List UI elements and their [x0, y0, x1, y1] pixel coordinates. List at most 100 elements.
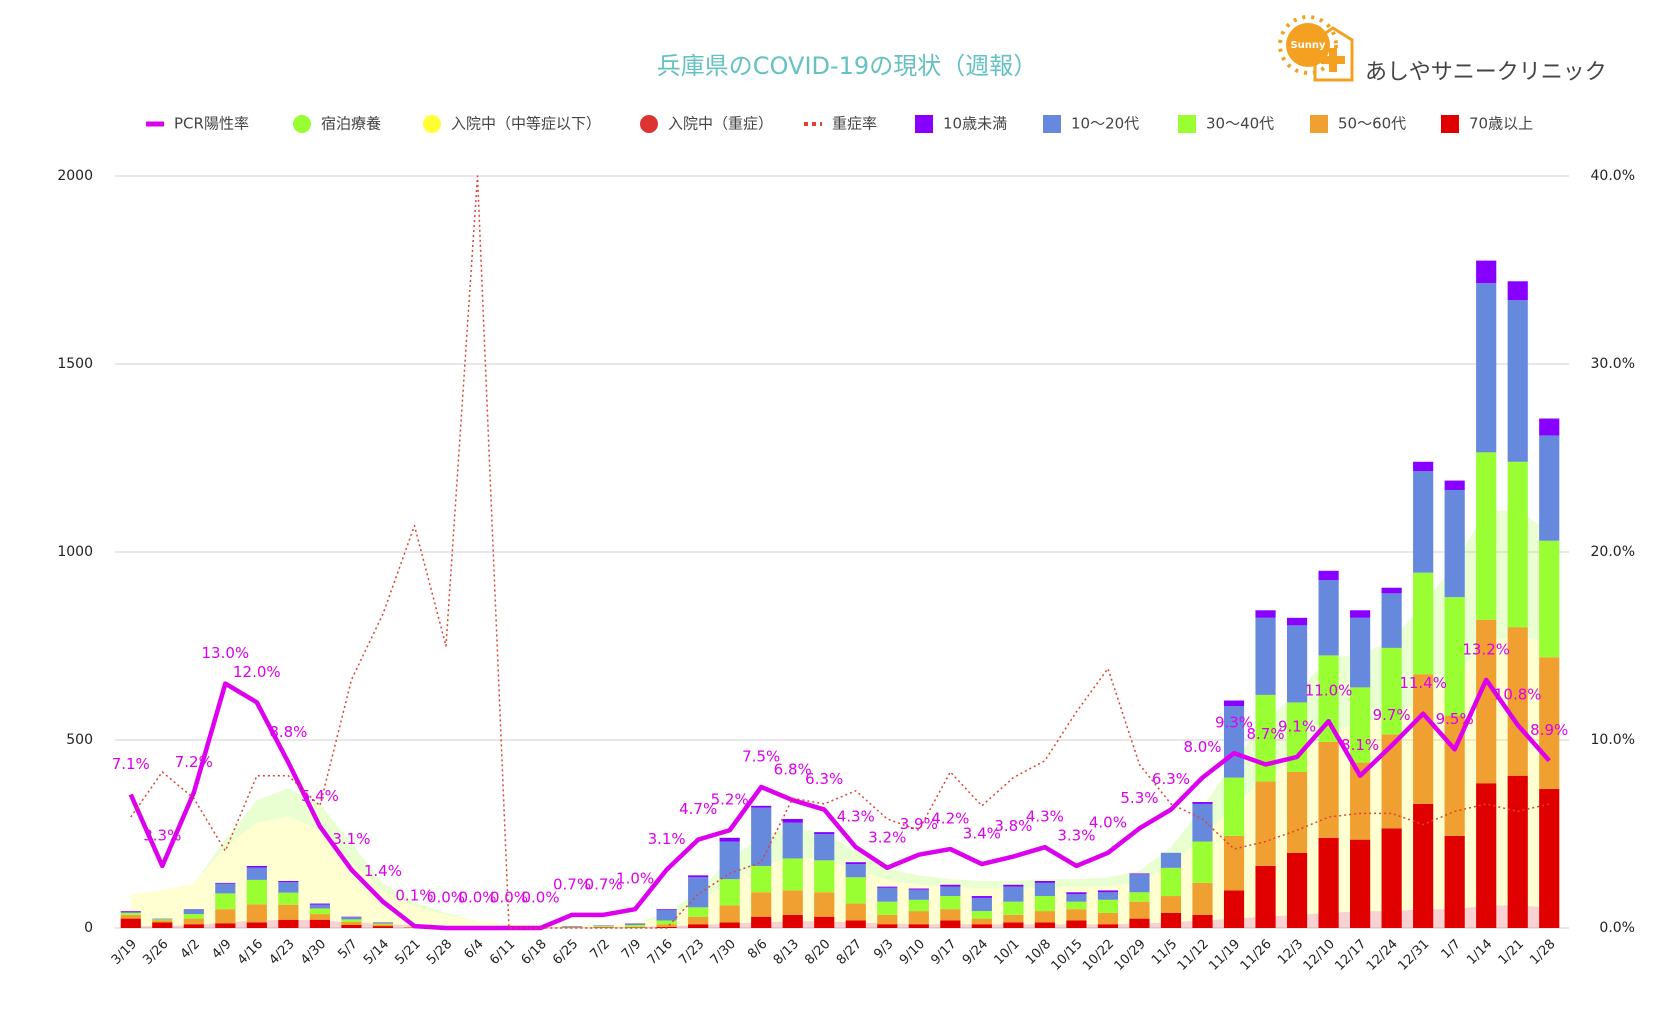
- bar-segment: [877, 914, 898, 925]
- bar-segment: [341, 917, 362, 920]
- bar-segment: [278, 919, 299, 928]
- bar-segment: [1381, 593, 1402, 648]
- bar-segment: [246, 867, 267, 880]
- bar-segment: [782, 914, 803, 928]
- bar-segment: [1192, 914, 1213, 928]
- bar-segment: [1286, 702, 1308, 772]
- bar-segment: [1444, 480, 1465, 490]
- x-tick-label: 1/7: [1439, 937, 1464, 962]
- bar-segment: [1539, 418, 1560, 436]
- logo-sun: [1286, 23, 1330, 67]
- data-label: 8.0%: [1183, 738, 1221, 756]
- bar-segment: [1318, 570, 1339, 581]
- bar-segment: [1097, 912, 1119, 925]
- legend-marker: [423, 115, 441, 133]
- bar-segment: [656, 909, 677, 910]
- data-label: 4.0%: [1089, 813, 1127, 831]
- bar-segment: [877, 924, 898, 928]
- bar-segment: [814, 832, 835, 834]
- y2-tick-label: 20.0%: [1591, 544, 1635, 560]
- bar-segment: [120, 914, 141, 919]
- data-label: 0.7%: [585, 875, 623, 893]
- data-label: 0.0%: [521, 889, 559, 907]
- bar-segment: [246, 922, 267, 928]
- bar-segment: [719, 922, 740, 928]
- bar-segment: [1507, 461, 1528, 628]
- bar-segment: [1350, 687, 1371, 763]
- bar-segment: [1444, 489, 1465, 598]
- x-tick-label: 3/19: [109, 937, 140, 968]
- bar-segment: [1476, 260, 1497, 284]
- bar-segment: [1539, 435, 1560, 541]
- data-label: 0.0%: [458, 889, 496, 907]
- bar-segment: [1129, 918, 1150, 928]
- data-label: 11.0%: [1305, 682, 1353, 700]
- data-label: 3.4%: [963, 825, 1001, 843]
- bar-segment: [782, 890, 803, 915]
- bar-segment: [1223, 890, 1245, 928]
- bar-segment: [877, 887, 898, 902]
- y-tick-label: 1000: [57, 544, 93, 560]
- bar-segment: [1318, 655, 1339, 742]
- x-tick-label: 4/23: [266, 937, 297, 968]
- bar-segment: [1350, 617, 1371, 688]
- bar-segment: [940, 920, 961, 928]
- bar-segment: [688, 875, 709, 878]
- bar-segment: [183, 918, 204, 925]
- data-label: 0.0%: [490, 889, 528, 907]
- x-tick-label: 7/16: [645, 937, 676, 968]
- legend-label: 10〜20代: [1071, 115, 1139, 133]
- bar-segment: [1381, 647, 1402, 735]
- x-tick-label: 8/13: [771, 937, 802, 968]
- bar-segment: [1003, 884, 1024, 887]
- x-tick-label: 5/7: [335, 937, 360, 962]
- x-tick-label: 9/3: [871, 937, 896, 962]
- x-tick-label: 11/26: [1238, 937, 1275, 974]
- bar-segment: [845, 864, 866, 878]
- bar-segment: [877, 901, 898, 915]
- data-label: 8.7%: [1246, 725, 1284, 743]
- y2-tick-label: 40.0%: [1591, 168, 1635, 184]
- bar-segment: [183, 924, 204, 928]
- bar-segment: [782, 858, 803, 891]
- bar-segment: [1160, 867, 1182, 897]
- bar-segment: [246, 865, 267, 868]
- x-tick-label: 4/9: [209, 937, 234, 962]
- data-label: 12.0%: [233, 663, 281, 681]
- bar-segment: [1223, 700, 1245, 707]
- bar-segment: [1066, 892, 1087, 895]
- x-tick-label: 10/15: [1049, 937, 1086, 974]
- bar-segment: [246, 904, 267, 923]
- x-tick-label: 6/4: [461, 937, 486, 962]
- bar-segment: [593, 926, 614, 927]
- bar-segment: [688, 907, 709, 917]
- bar-segment: [814, 834, 835, 861]
- bar-segment: [309, 904, 330, 909]
- x-tick-label: 3/26: [140, 937, 171, 968]
- bar-segment: [1192, 882, 1213, 915]
- legend-label: 宿泊療養: [321, 115, 381, 133]
- data-label: 4.3%: [837, 808, 875, 826]
- bar-segment: [1350, 839, 1371, 928]
- data-label: 9.7%: [1373, 706, 1411, 724]
- bar-segment: [1034, 881, 1055, 883]
- bar-segment: [1318, 837, 1339, 928]
- data-label: 4.7%: [679, 800, 717, 818]
- y2-tick-label: 10.0%: [1591, 732, 1635, 748]
- bar-segment: [309, 914, 330, 920]
- bar-segment: [908, 899, 929, 912]
- data-label: 9.1%: [1278, 717, 1316, 735]
- bar-segment: [1160, 852, 1182, 868]
- bar-segment: [215, 893, 236, 910]
- bar-segment: [1097, 899, 1119, 913]
- bar-segment: [845, 920, 866, 928]
- data-label: 6.8%: [774, 761, 812, 779]
- data-label: 10.8%: [1494, 685, 1542, 703]
- x-tick-label: 6/25: [550, 937, 581, 968]
- bar-segment: [1507, 627, 1528, 776]
- legend-marker: [1310, 115, 1328, 133]
- x-tick-label: 1/28: [1527, 937, 1558, 968]
- bar-segment: [215, 923, 236, 928]
- data-label: 5.2%: [711, 791, 749, 809]
- y2-tick-label: 30.0%: [1591, 356, 1635, 372]
